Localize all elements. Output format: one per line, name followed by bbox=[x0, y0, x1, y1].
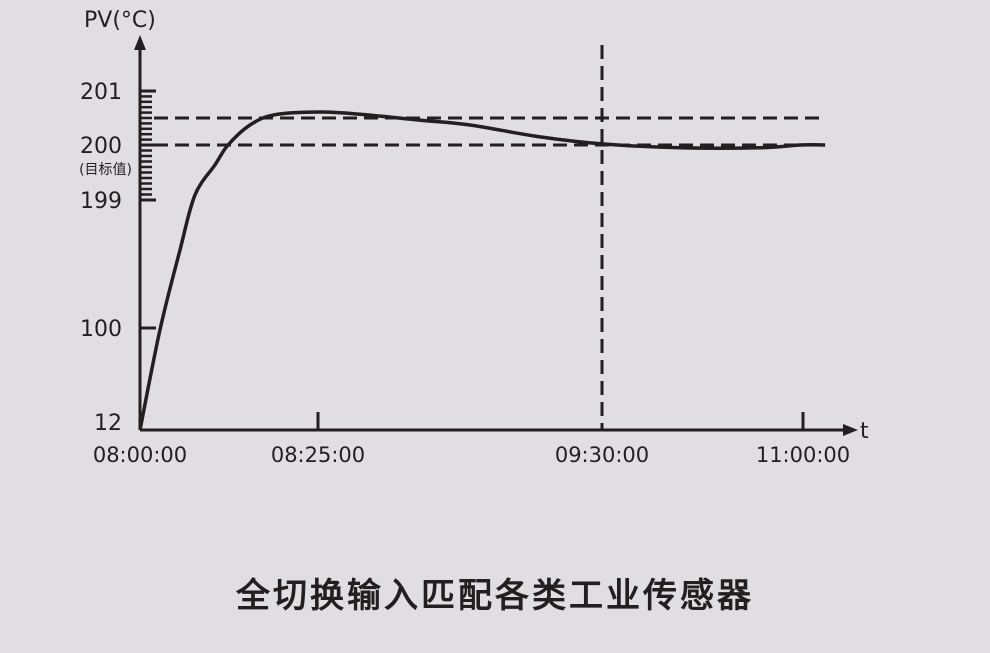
y-tick-label: 201 bbox=[80, 80, 122, 105]
x-tick-label: 09:30:00 bbox=[555, 443, 649, 467]
y-tick-label: 199 bbox=[80, 189, 122, 214]
x-axis-label: t bbox=[860, 419, 869, 444]
caption: 全切换输入匹配各类工业传感器 bbox=[236, 576, 754, 616]
y-tick-label: 200 bbox=[80, 134, 122, 159]
x-tick-label: 11:00:00 bbox=[756, 443, 850, 467]
y-axis-arrow bbox=[134, 35, 146, 50]
y-tick-label: 100 bbox=[80, 317, 122, 342]
x-tick-label: 08:25:00 bbox=[271, 443, 365, 467]
y-axis-label: PV(°C) bbox=[84, 8, 156, 33]
y-tick-label: 12 bbox=[94, 411, 122, 436]
x-axis-arrow bbox=[843, 424, 858, 436]
x-tick-label: 08:00:00 bbox=[93, 443, 187, 467]
y-tick-sublabel: (目标值) bbox=[79, 162, 132, 178]
pv-curve bbox=[138, 110, 826, 431]
